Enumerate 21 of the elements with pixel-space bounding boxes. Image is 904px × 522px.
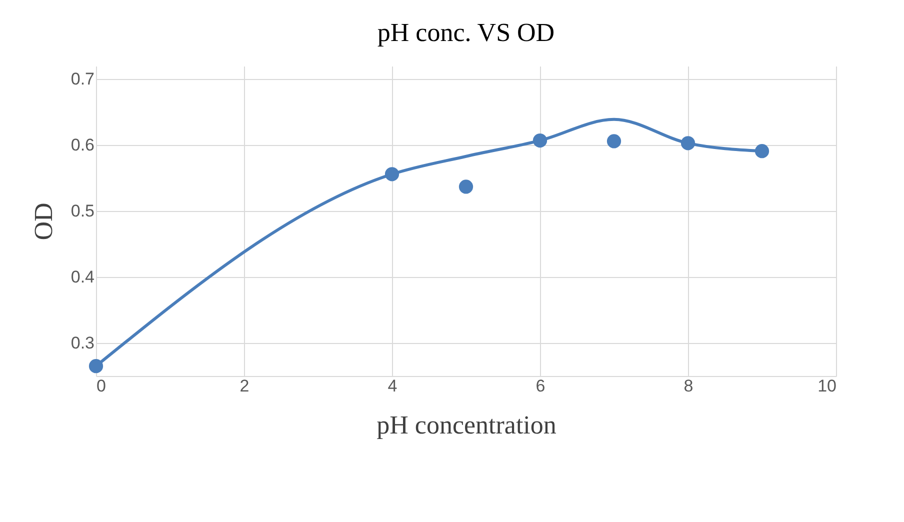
chart-title: pH conc. VS OD: [377, 18, 555, 47]
x-tick-label: 6: [536, 376, 546, 396]
y-tick-label: 0.5: [70, 202, 94, 221]
y-tick-label: 0.4: [70, 268, 94, 287]
y-tick-label: 0.6: [70, 136, 94, 155]
x-tick-label: 2: [240, 376, 250, 396]
x-tick-label: 0: [96, 376, 106, 396]
x-tick-label: 8: [684, 376, 694, 396]
y-tick-label: 0.3: [70, 334, 94, 353]
point: [458, 180, 474, 194]
point: [680, 136, 696, 150]
point: [532, 133, 548, 148]
y-tick-label: 0.7: [70, 70, 94, 89]
x-axis-title: pH concentration: [376, 410, 556, 440]
point: [754, 144, 770, 158]
x-tick-label: 4: [388, 376, 398, 396]
point: [606, 134, 622, 148]
x-tick-label: 10: [818, 376, 836, 396]
point: [384, 167, 400, 182]
y-axis-title: OD: [28, 202, 58, 240]
point: [88, 359, 104, 374]
